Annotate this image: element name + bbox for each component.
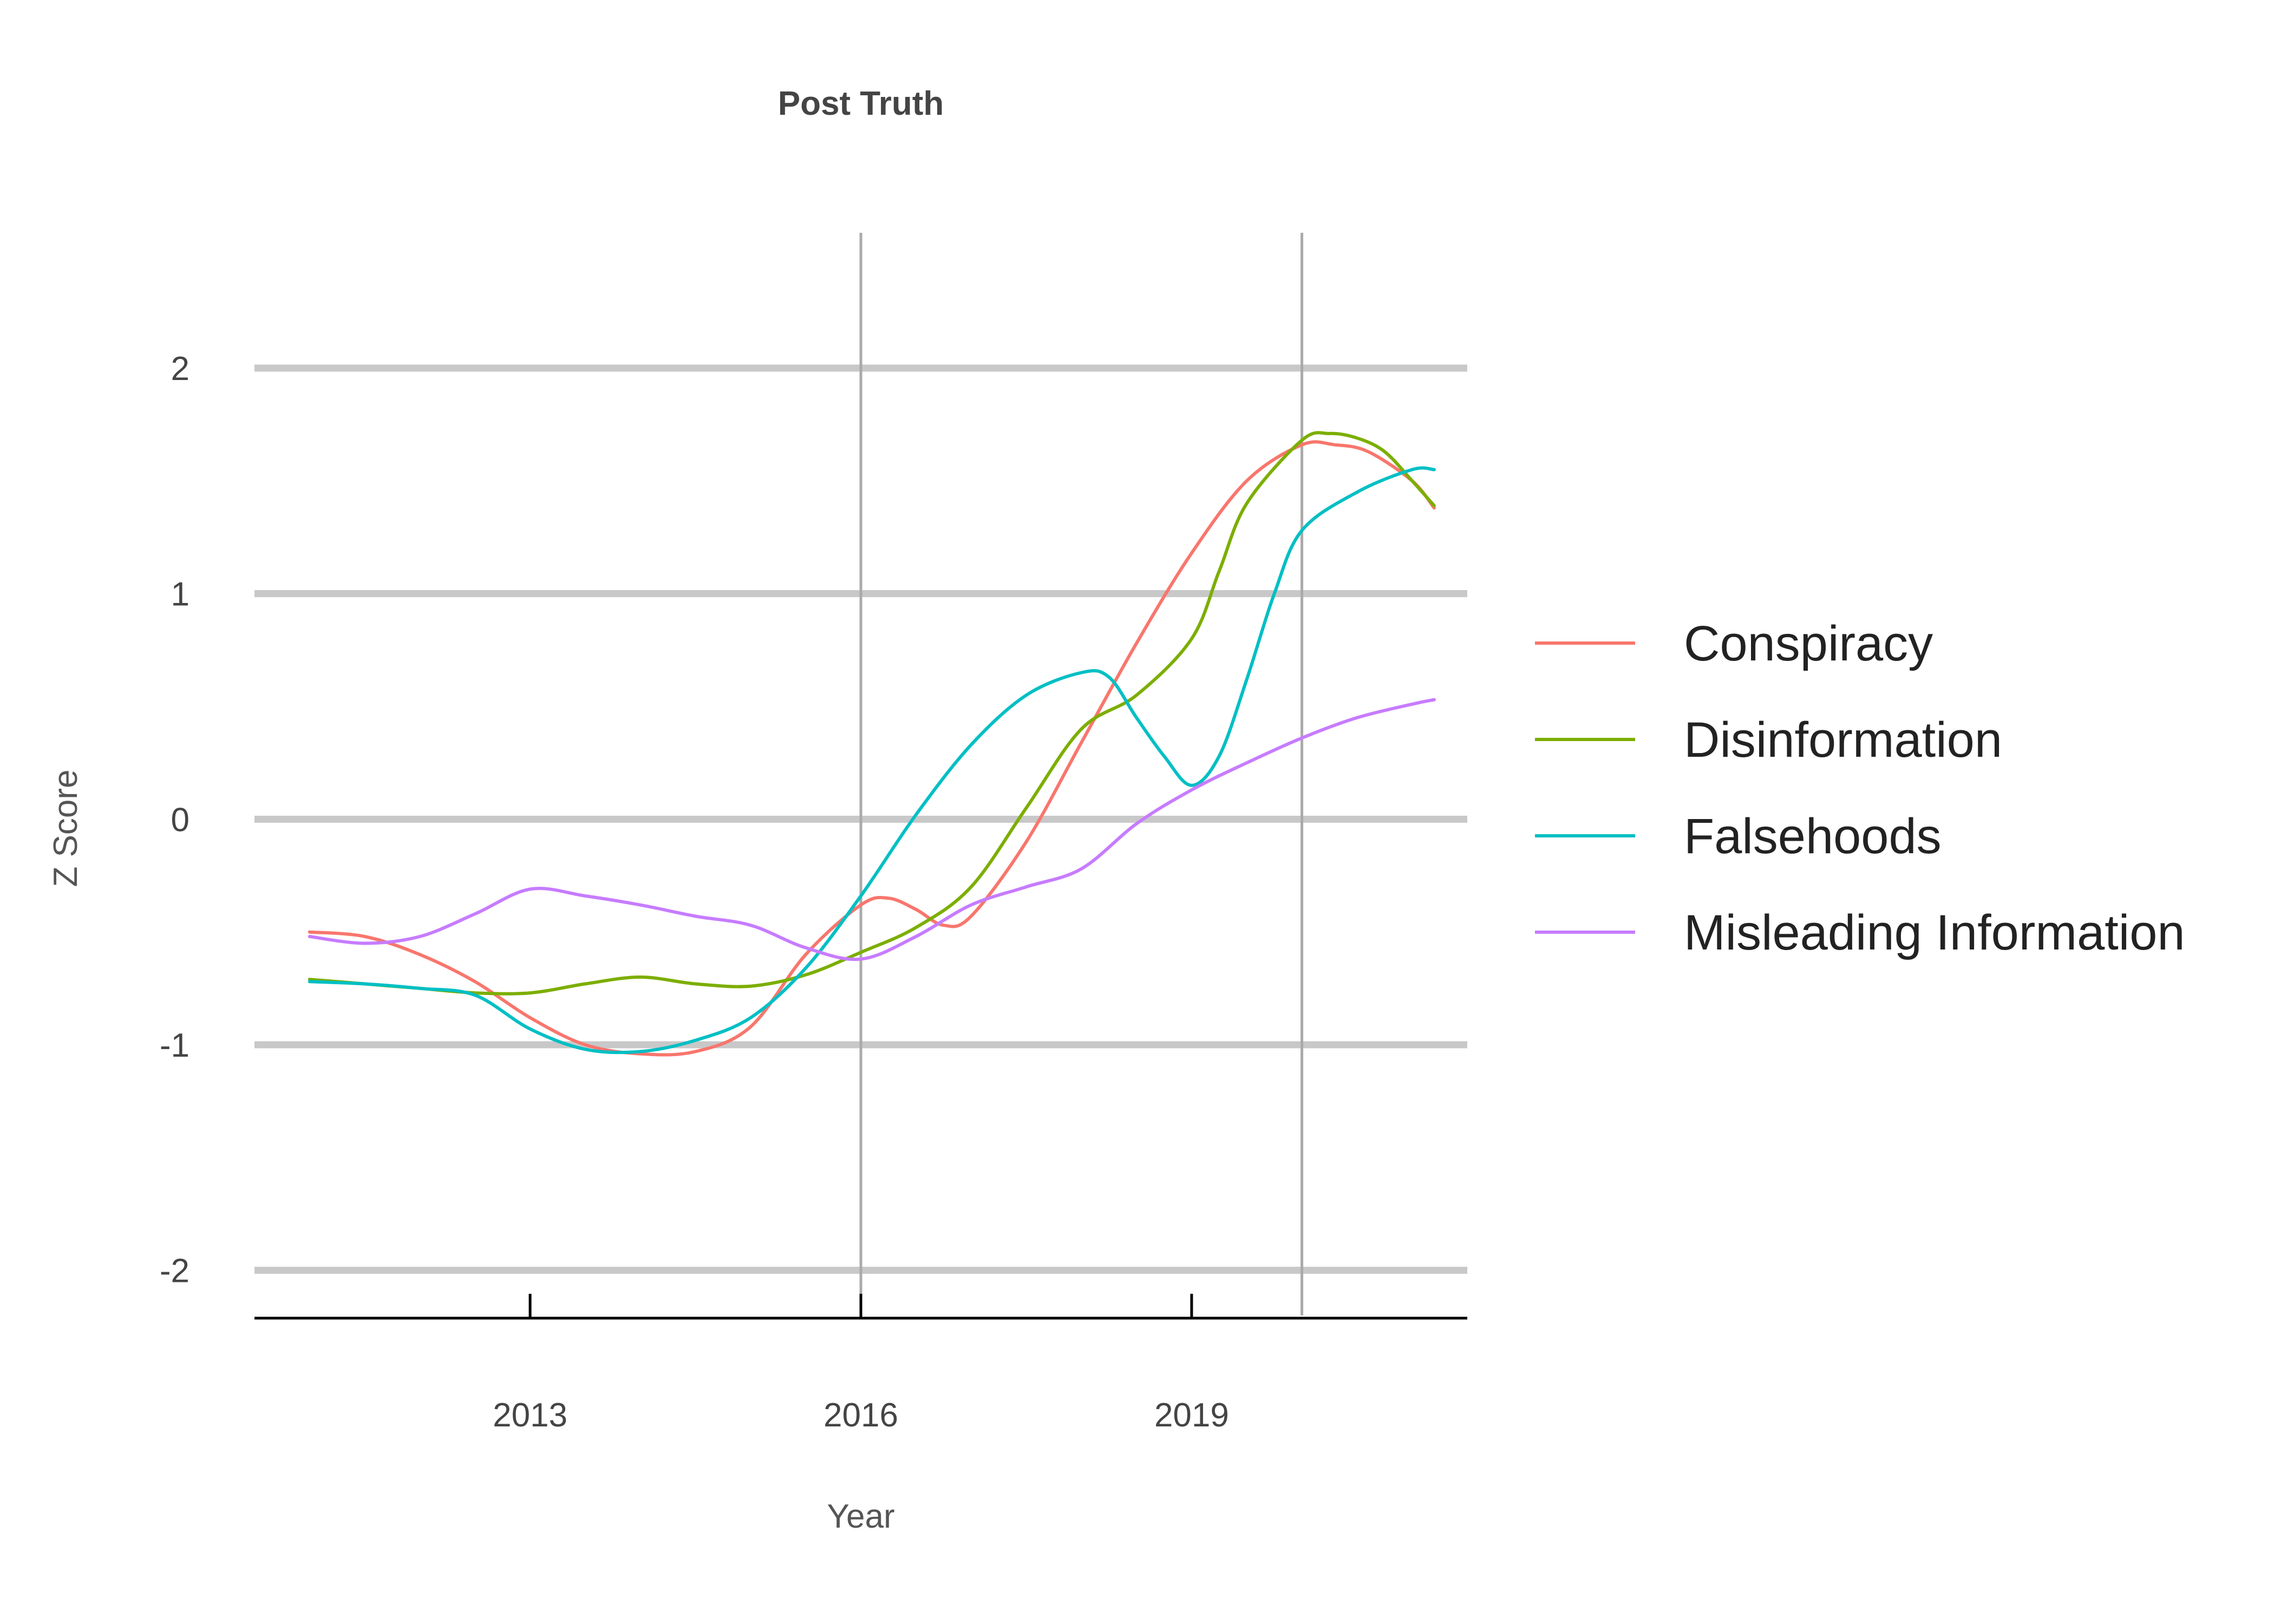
y-axis: -2 -1 0 1 2 [160, 350, 190, 1290]
legend-label-disinformation: Disinformation [1684, 712, 2002, 768]
plot-area [308, 431, 1436, 1057]
series-line-misleading-information [308, 698, 1436, 961]
y-tick-label: 0 [171, 801, 190, 839]
y-axis-title: Z Score [47, 769, 84, 887]
x-tick-label: 2019 [1154, 1397, 1229, 1434]
y-tick-label: 2 [171, 350, 190, 388]
y-tick-label: -1 [160, 1027, 190, 1064]
series-line-disinformation [308, 431, 1436, 996]
x-axis-title: Year [827, 1498, 894, 1535]
chart-title: Post Truth [778, 85, 944, 122]
x-tick-label: 2013 [493, 1397, 567, 1434]
legend-label-conspiracy: Conspiracy [1684, 616, 1933, 671]
series-line-falsehoods [308, 466, 1436, 1055]
x-tick-label: 2016 [824, 1397, 898, 1434]
reference-lines [859, 233, 1304, 1315]
legend-label-misleading-information: Misleading Information [1684, 905, 2185, 960]
legend-label-falsehoods: Falsehoods [1684, 809, 1942, 864]
x-axis: 2013 2016 2019 [254, 1294, 1467, 1434]
y-tick-label: -2 [160, 1253, 190, 1290]
y-tick-label: 1 [171, 576, 190, 613]
legend: Conspiracy Disinformation Falsehoods Mislea… [1535, 616, 2185, 960]
series-line-conspiracy [308, 440, 1436, 1057]
